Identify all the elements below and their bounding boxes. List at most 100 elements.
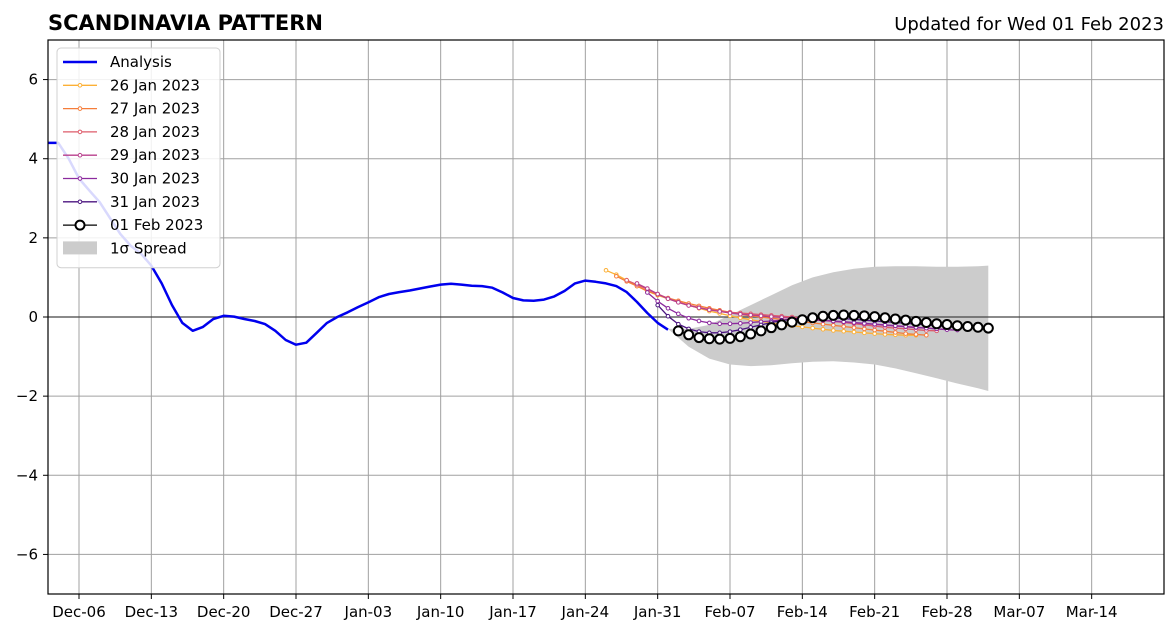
- series-point: [665, 305, 671, 311]
- series-point: [645, 286, 650, 291]
- series-point: [665, 313, 671, 319]
- series-point: [827, 309, 839, 321]
- series-point: [920, 317, 932, 329]
- spread-band: [668, 265, 989, 391]
- series-point: [848, 309, 860, 321]
- legend-label: 29 Jan 2023: [110, 146, 200, 164]
- series-point: [624, 277, 629, 283]
- series-point: [931, 318, 943, 330]
- legend-label: 31 Jan 2023: [110, 193, 200, 211]
- y-tick-label: 0: [28, 308, 38, 326]
- x-tick-label: Mar-07: [993, 603, 1045, 621]
- legend-swatch-marker: [77, 152, 83, 158]
- series-point: [810, 325, 815, 331]
- y-tick-label: −2: [16, 387, 38, 405]
- series-point: [655, 298, 660, 304]
- series-point: [820, 321, 826, 327]
- legend-label: 01 Feb 2023: [110, 216, 203, 234]
- series-point: [889, 313, 901, 325]
- series-point: [800, 324, 805, 330]
- series-point: [738, 315, 743, 321]
- series-point: [655, 302, 660, 308]
- series-point: [748, 312, 753, 318]
- legend-swatch-marker: [77, 199, 83, 205]
- series-point: [913, 332, 919, 337]
- x-tick-label: Feb-28: [921, 603, 972, 621]
- series-point: [714, 333, 726, 345]
- series-point: [727, 310, 733, 316]
- series-point: [831, 323, 836, 328]
- series-point: [972, 321, 984, 333]
- series-point: [727, 321, 733, 327]
- series-point: [982, 322, 994, 334]
- legend-label: 26 Jan 2023: [110, 76, 200, 94]
- series-point: [693, 332, 705, 344]
- series-point: [724, 332, 736, 344]
- legend-swatch-marker: [77, 106, 83, 111]
- series-point: [872, 327, 877, 333]
- series-point: [872, 331, 877, 336]
- series-point: [841, 328, 846, 334]
- series-point: [686, 315, 691, 321]
- series-point: [665, 296, 671, 302]
- series-point: [951, 320, 963, 332]
- series-point: [893, 330, 898, 335]
- series-point: [879, 312, 891, 324]
- legend-label: 30 Jan 2023: [110, 170, 200, 188]
- x-tick-label: Dec-13: [125, 603, 179, 621]
- series-point: [769, 314, 774, 319]
- series-point: [817, 310, 829, 322]
- legend-label: 1σ Spread: [110, 239, 187, 257]
- series-point: [676, 311, 681, 317]
- series-point: [672, 325, 684, 337]
- y-tick-label: −4: [16, 466, 38, 484]
- x-tick-label: Feb-07: [704, 603, 755, 621]
- series-point: [831, 328, 836, 333]
- y-tick-label: 4: [28, 150, 38, 168]
- series-point: [796, 314, 808, 326]
- series-point: [903, 331, 908, 336]
- series-point: [738, 311, 743, 317]
- series-point: [707, 320, 712, 326]
- y-tick-label: 2: [28, 229, 38, 247]
- legend-box: [56, 47, 221, 269]
- y-tick-label: 6: [28, 71, 38, 89]
- x-tick-label: Dec-27: [269, 603, 323, 621]
- series-point: [858, 310, 870, 322]
- series-point: [869, 311, 881, 323]
- series-point: [820, 326, 826, 332]
- series-point: [703, 333, 715, 345]
- updated-label: Updated for Wed 01 Feb 2023: [894, 14, 1164, 35]
- x-tick-label: Dec-20: [197, 603, 251, 621]
- x-tick-label: Jan-31: [633, 603, 682, 621]
- legend-swatch-marker: [77, 129, 83, 135]
- legend-swatch-spread: [63, 241, 97, 255]
- series-point: [851, 325, 857, 330]
- series-point: [676, 300, 681, 305]
- series-point: [755, 325, 767, 337]
- legend-swatch-marker: [77, 83, 83, 88]
- series-point: [603, 268, 609, 273]
- series-point: [696, 305, 702, 311]
- series-point: [941, 319, 953, 331]
- series-point: [655, 291, 660, 297]
- series-point: [734, 331, 746, 343]
- x-tick-label: Dec-06: [52, 603, 106, 621]
- series-point: [924, 332, 929, 338]
- series-point: [776, 319, 788, 331]
- legend-swatch-marker: [74, 219, 86, 231]
- series-point: [882, 328, 888, 334]
- chart-title: SCANDINAVIA PATTERN: [48, 11, 323, 35]
- legend-label: 28 Jan 2023: [110, 123, 200, 141]
- series-point: [683, 329, 695, 341]
- series-point: [745, 328, 757, 340]
- series-point: [686, 303, 691, 308]
- series-point: [962, 320, 974, 332]
- x-tick-label: Jan-03: [344, 603, 393, 621]
- series-point: [748, 320, 753, 325]
- series-point: [717, 309, 722, 314]
- legend-swatch-marker: [77, 176, 83, 181]
- series-point: [738, 321, 743, 326]
- series-point: [851, 329, 857, 335]
